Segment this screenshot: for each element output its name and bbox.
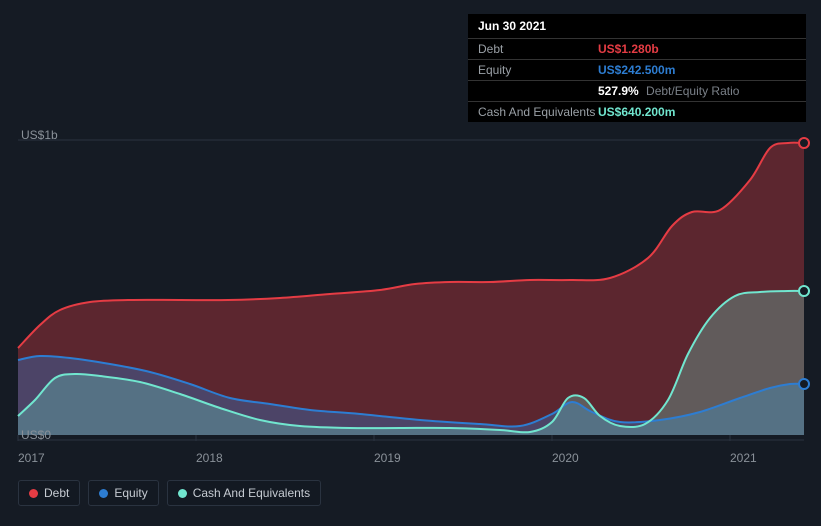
tooltip-value: US$1.280b bbox=[598, 41, 659, 57]
tooltip-row-ratio: 527.9% Debt/Equity Ratio bbox=[468, 81, 806, 102]
chart-legend: Debt Equity Cash And Equivalents bbox=[18, 480, 321, 506]
tooltip-label: Equity bbox=[478, 62, 598, 78]
legend-swatch bbox=[99, 489, 108, 498]
tooltip-row-equity: Equity US$242.500m bbox=[468, 60, 806, 81]
tooltip-value: US$640.200m bbox=[598, 104, 675, 120]
legend-item-debt[interactable]: Debt bbox=[18, 480, 80, 506]
tooltip-ratio-label: Debt/Equity Ratio bbox=[646, 84, 739, 98]
y-axis-tick-label: US$1b bbox=[21, 128, 58, 142]
y-axis-tick-label: US$0 bbox=[21, 428, 51, 442]
x-axis-tick-label: 2018 bbox=[196, 451, 223, 465]
legend-item-cash[interactable]: Cash And Equivalents bbox=[167, 480, 321, 506]
x-axis-tick-label: 2019 bbox=[374, 451, 401, 465]
legend-label: Cash And Equivalents bbox=[193, 486, 310, 500]
chart-tooltip: Jun 30 2021 Debt US$1.280b Equity US$242… bbox=[468, 14, 806, 122]
tooltip-label: Cash And Equivalents bbox=[478, 104, 598, 120]
legend-item-equity[interactable]: Equity bbox=[88, 480, 158, 506]
x-axis-tick-label: 2020 bbox=[552, 451, 579, 465]
x-axis-tick-label: 2017 bbox=[18, 451, 45, 465]
tooltip-row-cash: Cash And Equivalents US$640.200m bbox=[468, 102, 806, 122]
tooltip-label bbox=[478, 83, 598, 99]
legend-swatch bbox=[178, 489, 187, 498]
tooltip-ratio-value: 527.9% bbox=[598, 84, 639, 98]
tooltip-value: US$242.500m bbox=[598, 62, 675, 78]
x-axis-tick-label: 2021 bbox=[730, 451, 757, 465]
legend-label: Equity bbox=[114, 486, 147, 500]
legend-label: Debt bbox=[44, 486, 69, 500]
legend-swatch bbox=[29, 489, 38, 498]
tooltip-label: Debt bbox=[478, 41, 598, 57]
tooltip-date: Jun 30 2021 bbox=[468, 14, 806, 39]
tooltip-row-debt: Debt US$1.280b bbox=[468, 39, 806, 60]
